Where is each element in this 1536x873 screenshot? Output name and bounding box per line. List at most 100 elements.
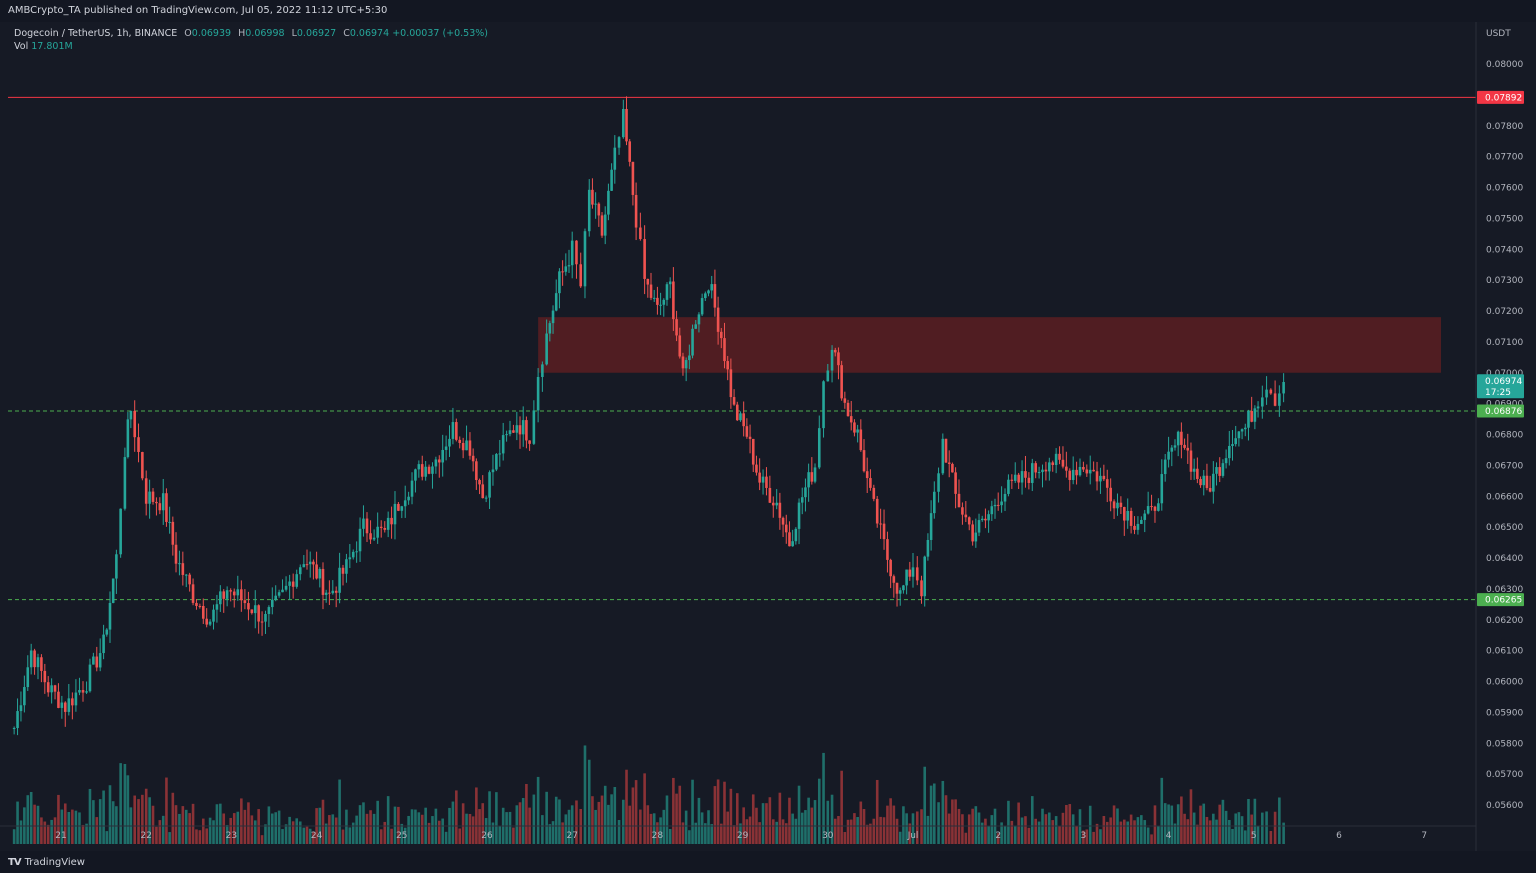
volume-bar-349	[1196, 824, 1199, 844]
candle-body-298	[1024, 471, 1027, 478]
volume-bar-362	[1237, 812, 1241, 844]
volume-bar-277	[954, 799, 957, 844]
time-axis[interactable]: 21 22 23 24 25 26 27 28 29 30 Jul 2 3 4 5 6 7	[55, 831, 1427, 841]
candle-body-87	[312, 561, 315, 565]
candle-body-97	[345, 559, 348, 574]
candle-body-269	[926, 539, 930, 557]
volume-bar-199	[694, 822, 698, 844]
candle-body-320	[1099, 475, 1102, 482]
support-lower-price-tag-value: 0.06265	[1485, 596, 1522, 606]
volume-bar-353	[1208, 820, 1212, 844]
volume-bar-4	[26, 795, 30, 844]
chart-svg[interactable]: USDT 0.08000 0.07800 0.07700 0.07600 0.07500…	[0, 22, 1536, 851]
current-price-tag-value: 0.06974	[1485, 377, 1522, 387]
volume-bar-213	[739, 823, 742, 844]
volume-bar-22	[88, 788, 92, 844]
candle-body-217	[751, 438, 755, 465]
volume-bar-129	[455, 790, 458, 844]
candle-body-216	[748, 436, 752, 439]
volume-bar-204	[710, 824, 714, 844]
volume-bar-371	[1269, 831, 1273, 844]
candle-body-181	[634, 194, 638, 228]
tradingview-logo-icon[interactable]: TV	[8, 856, 22, 868]
candle-body-190	[665, 284, 669, 300]
price-tick-1: 0.07800	[1486, 122, 1523, 132]
candle-body-373	[1278, 393, 1281, 406]
candle-body-120	[424, 466, 427, 477]
volume-bar-125	[441, 818, 444, 844]
candle-body-198	[691, 328, 694, 356]
candle-body-89	[318, 568, 322, 579]
candle-body-118	[417, 464, 421, 470]
candle-body-53	[195, 602, 198, 606]
candle-body-337	[1157, 503, 1160, 511]
price-axis[interactable]: 0.08000 0.07800 0.07700 0.07600 0.07500 0.074…	[1486, 60, 1523, 811]
volume-bar-73	[264, 824, 267, 844]
candle-body-49	[181, 563, 185, 575]
candle-body-78	[281, 589, 284, 593]
candle-body-209	[726, 361, 729, 370]
volume-bar-248	[856, 817, 859, 844]
current-price-tag-bg	[1477, 374, 1524, 399]
candle-body-90	[321, 568, 325, 595]
volume-bar-332	[1140, 815, 1143, 844]
candle-body-166	[583, 231, 587, 287]
candle-body-315	[1082, 466, 1085, 470]
candle-body-155	[545, 333, 548, 365]
candle-body-122	[431, 466, 434, 474]
price-tick-7: 0.07200	[1486, 307, 1523, 317]
candle-body-175	[613, 147, 617, 170]
volume-bar-36	[137, 799, 140, 844]
candle-body-211	[732, 397, 736, 405]
candle-body-101	[358, 528, 362, 552]
candle-body-333	[1143, 513, 1147, 520]
candle-body-160	[561, 271, 564, 273]
price-tick-3: 0.07600	[1486, 184, 1523, 194]
candle-body-292	[1003, 493, 1007, 502]
candle-body-282	[971, 524, 974, 542]
candle-body-227	[784, 524, 788, 533]
volume-bar-57	[208, 817, 212, 844]
candle-body-59	[215, 604, 219, 610]
chart-area[interactable]: USDT 0.08000 0.07800 0.07700 0.07600 0.07500…	[0, 22, 1536, 851]
volume-bar-115	[407, 815, 410, 844]
volume-bar-357	[1221, 799, 1225, 844]
price-tick-0: 0.08000	[1486, 60, 1523, 70]
volume-bar-225	[778, 792, 782, 844]
volume-bar-132	[465, 813, 468, 844]
volume-bar-302	[1037, 821, 1041, 844]
candle-body-21	[85, 691, 88, 693]
candle-body-352	[1205, 475, 1209, 489]
volume-bar-191	[668, 828, 672, 844]
candle-body-55	[201, 606, 205, 619]
legend-symbol[interactable]: Dogecoin / TetherUS, 1h, BINANCE	[14, 28, 178, 39]
volume-bar-113	[400, 823, 404, 844]
candle-body-51	[188, 574, 191, 585]
legend-vol-label[interactable]: Vol	[14, 41, 29, 52]
candle-body-33	[126, 419, 130, 458]
volume-bar-226	[781, 819, 785, 844]
volume-bar-172	[603, 785, 607, 844]
candle-body-131	[461, 442, 465, 451]
volume-bar-117	[414, 809, 417, 844]
candle-body-76	[274, 595, 278, 600]
footer-brand[interactable]: TradingView	[24, 856, 85, 868]
candle-body-10	[46, 682, 50, 693]
volume-bar-308	[1058, 826, 1061, 844]
volume-bar-153	[536, 776, 540, 844]
volume-bar-112	[397, 806, 400, 844]
volume-bar-322	[1105, 821, 1109, 844]
legend-change: +0.00037 (+0.53%)	[392, 28, 489, 39]
volume-bar-7	[36, 805, 40, 844]
candle-body-150	[525, 420, 528, 441]
candle-body-85	[305, 564, 309, 566]
candle-body-91	[324, 592, 328, 595]
volume-bar-60	[219, 803, 222, 844]
candle-body-96	[341, 567, 345, 574]
levels-layer	[8, 96, 1476, 601]
candle-body-57	[208, 621, 212, 625]
candle-body-138	[484, 497, 488, 499]
volume-bar-167	[587, 759, 591, 844]
volume-bar-314	[1078, 809, 1082, 844]
volume-bar-173	[607, 804, 610, 844]
